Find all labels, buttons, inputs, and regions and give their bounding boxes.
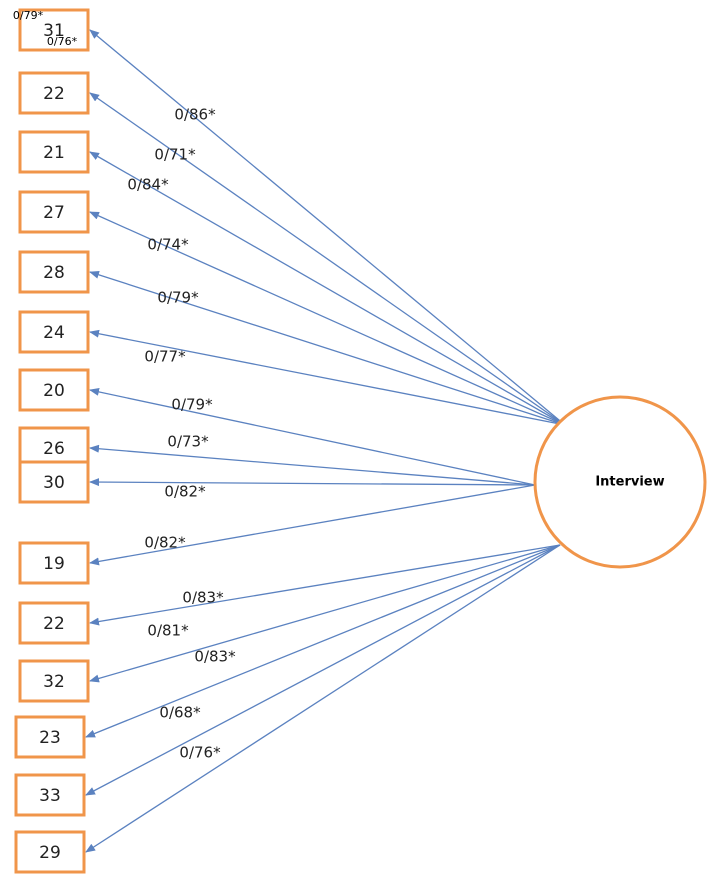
box-label: 22 bbox=[43, 614, 65, 634]
edge bbox=[86, 545, 560, 795]
extra-label: 0/79* bbox=[13, 9, 44, 22]
edge-label: 0/76* bbox=[179, 744, 221, 762]
edge-label: 0/68* bbox=[159, 704, 201, 722]
edge bbox=[90, 545, 560, 681]
edge-label: 0/82* bbox=[144, 534, 186, 552]
edge bbox=[86, 545, 560, 852]
edge bbox=[90, 448, 535, 485]
edge-label: 0/81* bbox=[147, 622, 189, 640]
box-label: 23 bbox=[39, 728, 61, 748]
box-label: 24 bbox=[43, 323, 65, 343]
edge bbox=[90, 482, 535, 485]
edge-label: 0/83* bbox=[194, 648, 236, 666]
edges: 0/86* 0/71* 0/84* 0/74* 0/79* 0/77* 0/79* 0/73*… bbox=[86, 30, 565, 852]
edge bbox=[90, 545, 560, 623]
box-label: 22 bbox=[43, 84, 65, 104]
box-label: 27 bbox=[43, 203, 65, 223]
box-label: 19 bbox=[43, 554, 65, 574]
edge-label: 0/83* bbox=[182, 589, 224, 607]
edge-label: 0/79* bbox=[157, 289, 199, 307]
box-label: 32 bbox=[43, 672, 65, 692]
edge-label: 0/79* bbox=[171, 396, 213, 414]
edge bbox=[86, 545, 560, 737]
extra-label: 0/76* bbox=[47, 35, 78, 48]
box-label: 29 bbox=[39, 843, 61, 863]
box-label: 30 bbox=[43, 473, 65, 493]
box-label: 21 bbox=[43, 143, 65, 163]
latent-label: Interview bbox=[595, 475, 664, 490]
edge-label: 0/86* bbox=[174, 106, 216, 124]
diagram: 0/86* 0/71* 0/84* 0/74* 0/79* 0/77* 0/79* 0/73*… bbox=[0, 0, 707, 875]
edge-label: 0/82* bbox=[164, 483, 206, 501]
box-label: 28 bbox=[43, 263, 65, 283]
edge-label: 0/84* bbox=[127, 176, 169, 194]
edge bbox=[90, 390, 535, 485]
edge-label: 0/77* bbox=[144, 348, 186, 366]
box-label: 20 bbox=[43, 381, 65, 401]
edge bbox=[90, 30, 565, 425]
edge bbox=[90, 332, 565, 425]
edge bbox=[90, 93, 565, 425]
box-label: 33 bbox=[39, 786, 61, 806]
box-label: 26 bbox=[43, 439, 65, 459]
edge-label: 0/71* bbox=[154, 146, 196, 164]
edge-label: 0/73* bbox=[167, 433, 209, 451]
edge-label: 0/74* bbox=[147, 236, 189, 254]
